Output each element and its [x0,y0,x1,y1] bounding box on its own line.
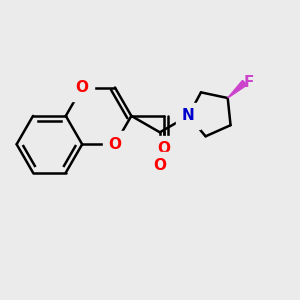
Text: O: O [108,137,122,152]
Polygon shape [228,80,247,98]
Text: O: O [76,80,89,95]
Text: F: F [244,75,254,90]
Text: O: O [158,141,171,156]
Text: O: O [153,158,166,172]
Text: N: N [182,108,195,123]
